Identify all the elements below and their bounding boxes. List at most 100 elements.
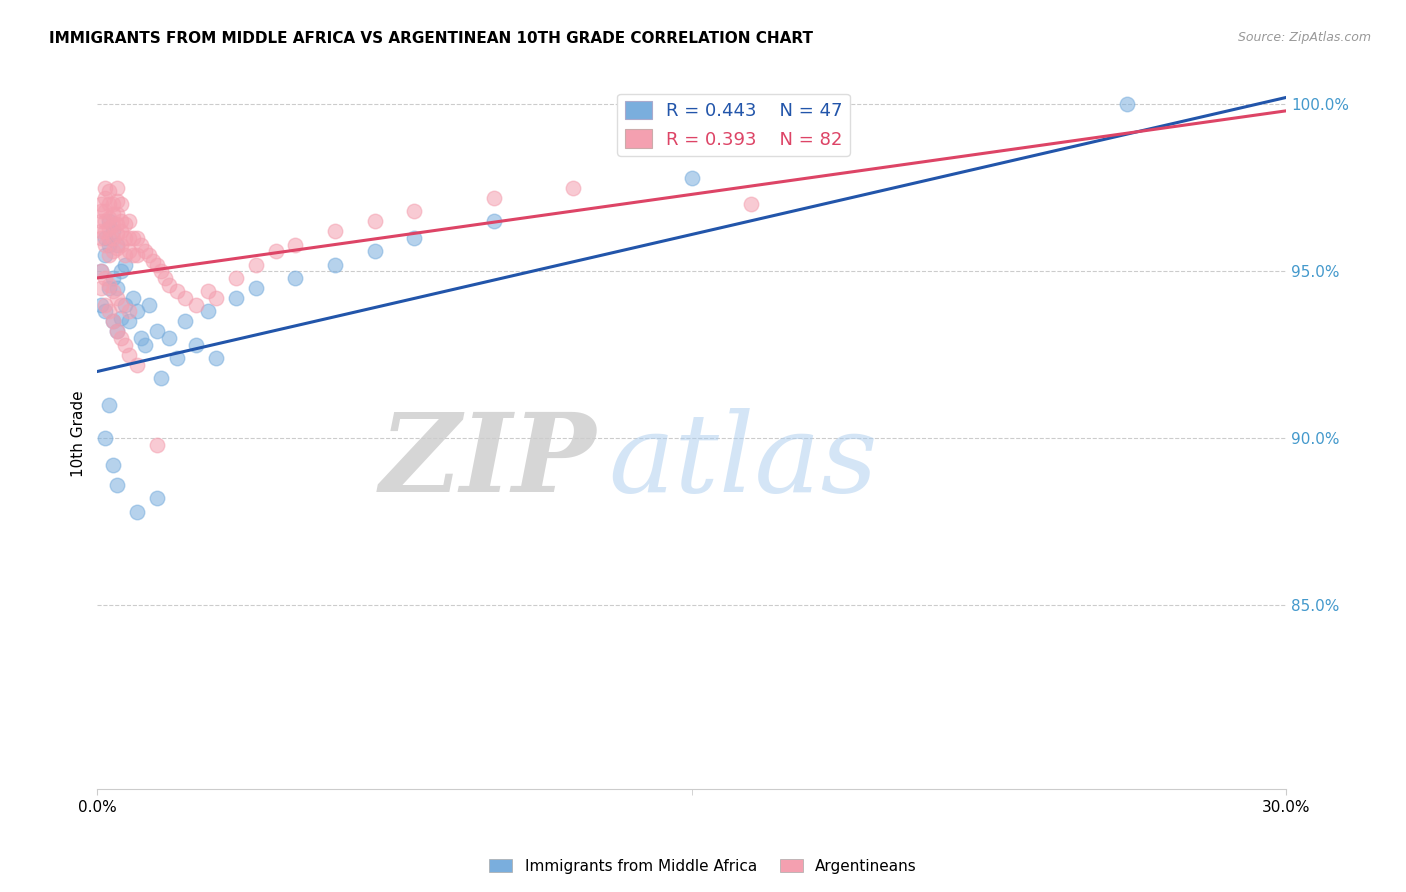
Point	[103, 458, 125, 472]
Point	[129, 237, 152, 252]
Point	[98, 304, 121, 318]
Point	[98, 211, 121, 225]
Point	[103, 207, 125, 221]
Point	[94, 204, 117, 219]
Point	[105, 237, 128, 252]
Point	[149, 264, 172, 278]
Point	[90, 231, 112, 245]
Point	[142, 254, 165, 268]
Point	[90, 264, 112, 278]
Point	[105, 281, 128, 295]
Point	[110, 311, 132, 326]
Point	[482, 214, 505, 228]
Point	[146, 325, 169, 339]
Point	[205, 291, 228, 305]
Point	[482, 191, 505, 205]
Point	[118, 214, 141, 228]
Point	[146, 438, 169, 452]
Point	[681, 170, 703, 185]
Point	[149, 371, 172, 385]
Point	[105, 194, 128, 208]
Text: Source: ZipAtlas.com: Source: ZipAtlas.com	[1237, 31, 1371, 45]
Point	[173, 314, 195, 328]
Point	[146, 258, 169, 272]
Text: atlas: atlas	[609, 408, 879, 516]
Point	[105, 227, 128, 242]
Point	[118, 231, 141, 245]
Point	[363, 214, 385, 228]
Y-axis label: 10th Grade: 10th Grade	[72, 390, 86, 476]
Point	[125, 505, 148, 519]
Point	[404, 231, 426, 245]
Point	[90, 281, 112, 295]
Point	[125, 304, 148, 318]
Point	[110, 224, 132, 238]
Point	[153, 271, 176, 285]
Point	[110, 214, 132, 228]
Point	[94, 271, 117, 285]
Point	[94, 214, 117, 228]
Point	[264, 244, 287, 259]
Point	[90, 214, 112, 228]
Point	[103, 314, 125, 328]
Point	[105, 325, 128, 339]
Point	[323, 224, 346, 238]
Point	[284, 271, 307, 285]
Point	[225, 291, 247, 305]
Point	[90, 204, 112, 219]
Point	[110, 264, 132, 278]
Point	[94, 231, 117, 245]
Legend: Immigrants from Middle Africa, Argentineans: Immigrants from Middle Africa, Argentine…	[484, 853, 922, 880]
Point	[103, 244, 125, 259]
Point	[125, 358, 148, 372]
Text: ZIP: ZIP	[380, 408, 596, 516]
Point	[103, 197, 125, 211]
Point	[114, 247, 136, 261]
Point	[90, 197, 112, 211]
Point	[94, 180, 117, 194]
Point	[114, 337, 136, 351]
Point	[118, 304, 141, 318]
Text: IMMIGRANTS FROM MIDDLE AFRICA VS ARGENTINEAN 10TH GRADE CORRELATION CHART: IMMIGRANTS FROM MIDDLE AFRICA VS ARGENTI…	[49, 31, 813, 46]
Point	[225, 271, 247, 285]
Point	[105, 478, 128, 492]
Point	[157, 277, 180, 292]
Point	[122, 231, 145, 245]
Point	[103, 314, 125, 328]
Point	[110, 298, 132, 312]
Point	[129, 331, 152, 345]
Point	[118, 348, 141, 362]
Point	[205, 351, 228, 365]
Point	[98, 277, 121, 292]
Point	[98, 197, 121, 211]
Point	[110, 331, 132, 345]
Point	[98, 184, 121, 198]
Point	[404, 204, 426, 219]
Point	[90, 224, 112, 238]
Point	[118, 314, 141, 328]
Point	[103, 218, 125, 232]
Point	[166, 351, 188, 365]
Point	[103, 285, 125, 299]
Point	[98, 281, 121, 295]
Point	[118, 244, 141, 259]
Point	[122, 291, 145, 305]
Point	[146, 491, 169, 506]
Point	[105, 325, 128, 339]
Point	[94, 224, 117, 238]
Point	[98, 231, 121, 245]
Point	[561, 180, 583, 194]
Point	[186, 298, 208, 312]
Point	[157, 331, 180, 345]
Point	[245, 281, 267, 295]
Point	[98, 220, 121, 235]
Point	[98, 237, 121, 252]
Point	[105, 218, 128, 232]
Point	[94, 247, 117, 261]
Legend: R = 0.443    N = 47, R = 0.393    N = 82: R = 0.443 N = 47, R = 0.393 N = 82	[617, 94, 851, 156]
Point	[98, 214, 121, 228]
Point	[197, 285, 219, 299]
Point	[134, 337, 156, 351]
Point	[122, 247, 145, 261]
Point	[186, 337, 208, 351]
